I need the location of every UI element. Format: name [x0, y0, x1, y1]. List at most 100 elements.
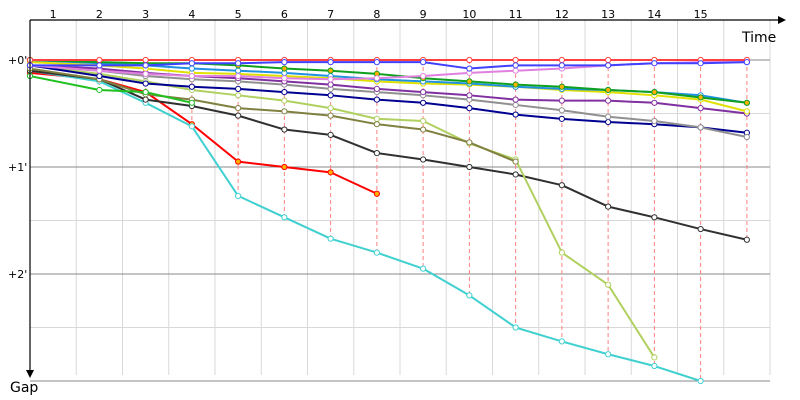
data-point — [697, 225, 704, 233]
data-point — [188, 60, 195, 67]
data-point — [235, 105, 242, 112]
data-point — [651, 354, 658, 361]
data-point — [558, 83, 565, 90]
data-point — [373, 85, 380, 92]
data-point — [327, 169, 334, 176]
x-tick-label: 7 — [327, 8, 334, 21]
data-point — [420, 265, 427, 272]
data-point — [697, 377, 704, 385]
y-tick-labels: +0' +1' +2' — [8, 54, 27, 281]
x-tick-label: 13 — [601, 8, 615, 21]
x-tick-label: 8 — [373, 8, 380, 21]
x-tick-label: 5 — [235, 8, 242, 21]
data-point — [327, 92, 334, 99]
data-point — [651, 60, 658, 67]
data-point — [651, 99, 658, 106]
x-tick-label: 6 — [281, 8, 288, 21]
data-point — [281, 75, 288, 82]
data-point — [96, 72, 103, 80]
data-point — [327, 81, 334, 88]
data-point — [743, 108, 750, 115]
data-point — [512, 324, 519, 331]
x-tick-label: 3 — [142, 8, 149, 21]
data-point — [281, 59, 288, 66]
data-point — [743, 59, 750, 66]
data-point — [420, 99, 427, 106]
data-point — [96, 67, 103, 74]
x-tick-label: 1 — [50, 8, 57, 21]
data-point — [558, 56, 565, 64]
data-point — [281, 65, 288, 72]
data-point — [605, 97, 612, 104]
x-tick-label: 10 — [462, 8, 476, 21]
data-point — [558, 182, 565, 189]
x-tick-label: 15 — [694, 8, 708, 21]
data-point — [96, 62, 103, 69]
series-group — [26, 56, 750, 385]
series-line — [29, 64, 656, 358]
data-point — [466, 92, 473, 99]
series-line — [29, 75, 193, 104]
data-point — [651, 214, 658, 221]
data-point — [188, 99, 195, 106]
data-point — [142, 70, 149, 78]
data-point — [235, 67, 242, 74]
data-point — [142, 80, 149, 87]
data-point — [373, 115, 380, 122]
data-point — [420, 72, 427, 80]
data-point — [420, 156, 427, 163]
data-point — [281, 163, 288, 171]
data-point — [512, 62, 519, 69]
data-point — [651, 117, 658, 125]
x-axis-title: Time — [741, 30, 776, 46]
x-axis-arrow — [778, 16, 786, 24]
series-line — [29, 64, 748, 139]
data-point — [466, 163, 473, 171]
data-point — [743, 236, 750, 243]
data-point — [188, 65, 195, 72]
data-point — [327, 76, 334, 83]
series-line — [29, 69, 748, 241]
data-point — [420, 59, 427, 66]
data-point — [466, 56, 473, 64]
data-point — [558, 249, 565, 256]
y-axis-title: Gap — [10, 380, 38, 396]
data-point — [420, 117, 427, 125]
data-point — [466, 139, 473, 146]
data-point — [605, 113, 612, 120]
data-point — [142, 62, 149, 69]
data-point — [651, 362, 658, 370]
data-point — [327, 67, 334, 74]
data-point — [327, 59, 334, 66]
data-point — [327, 235, 334, 242]
axes — [26, 16, 786, 378]
series-3 — [26, 67, 750, 243]
data-point — [327, 105, 334, 112]
y-tick-label: +2' — [8, 268, 27, 281]
series-line — [29, 64, 747, 134]
data-point — [743, 133, 750, 141]
data-point — [605, 62, 612, 69]
data-point — [188, 83, 195, 90]
data-point — [512, 67, 519, 74]
data-point — [605, 86, 612, 94]
data-point — [235, 112, 242, 119]
data-point — [558, 97, 565, 104]
data-point — [512, 56, 519, 64]
data-point — [420, 126, 427, 133]
data-point — [281, 108, 288, 115]
data-point — [235, 158, 242, 165]
data-point — [235, 92, 242, 99]
x-tick-labels: 1 2 3 4 5 6 7 8 9 10 11 12 13 14 15 — [50, 8, 708, 21]
data-point — [697, 60, 704, 67]
data-point — [605, 281, 612, 288]
series-line — [29, 61, 748, 113]
data-point — [235, 72, 242, 80]
data-point — [96, 56, 103, 64]
data-point — [373, 190, 380, 197]
data-point — [188, 72, 195, 80]
data-point — [558, 62, 565, 69]
series-line — [29, 69, 701, 382]
data-point — [512, 81, 519, 88]
